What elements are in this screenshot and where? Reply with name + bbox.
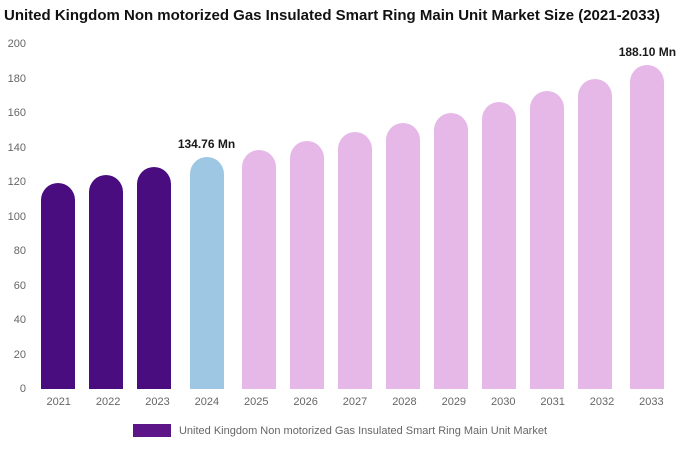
y-axis-tick: 20 <box>13 348 26 361</box>
bar-2022[interactable] <box>88 175 123 389</box>
bar-2025[interactable] <box>242 150 277 389</box>
x-axis-label-2028: 2028 <box>392 396 417 408</box>
x-axis-label-2024: 2024 <box>194 396 220 408</box>
bar-group-2023 <box>130 44 178 389</box>
bar-2024[interactable] <box>189 156 224 389</box>
bar-group-2021 <box>34 44 82 389</box>
bar-2023[interactable] <box>136 167 171 389</box>
bar-2030[interactable] <box>481 101 516 389</box>
bar-chart: 0 20 40 60 80 100 120 140 160 180 200 134.76 Mn 188… <box>0 38 680 410</box>
x-axis-label-2029: 2029 <box>441 396 467 408</box>
x-axis-label-2027: 2027 <box>342 396 368 408</box>
y-axis-tick: 100 <box>7 210 26 223</box>
x-axis: 2021 2022 2023 2024 2025 2026 2027 2028 2029 2030… <box>34 396 676 408</box>
bar-2028[interactable] <box>385 122 420 389</box>
x-axis-label-2021: 2021 <box>46 396 71 408</box>
bar-2033[interactable] <box>630 64 665 389</box>
x-axis-label-2022: 2022 <box>95 396 121 408</box>
bar-group-2022 <box>82 44 130 389</box>
bar-2021[interactable] <box>40 182 75 389</box>
bar-2032[interactable] <box>577 78 612 389</box>
bar-group-2028 <box>379 44 427 389</box>
bar-group-2027 <box>331 44 379 389</box>
x-axis-label-2030: 2030 <box>490 396 516 408</box>
bar-group-2025 <box>235 44 283 389</box>
bar-2026[interactable] <box>290 141 325 389</box>
chart-title: United Kingdom Non motorized Gas Insulat… <box>4 7 660 24</box>
bar-group-2026 <box>283 44 331 389</box>
bar-2027[interactable] <box>338 131 373 389</box>
y-axis-tick: 60 <box>13 279 26 292</box>
y-axis: 0 20 40 60 80 100 120 140 160 180 200 <box>0 38 30 395</box>
y-axis-tick: 200 <box>7 38 26 50</box>
bar-2029[interactable] <box>433 113 468 389</box>
bar-group-2030 <box>475 44 523 389</box>
x-axis-label-2033: 2033 <box>639 396 664 408</box>
y-axis-tick: 160 <box>7 107 26 119</box>
data-label-2033: 188.10 Mn <box>618 44 677 59</box>
data-label-2024: 134.76 Mn <box>177 136 236 151</box>
y-axis-tick: 40 <box>13 314 26 326</box>
bar-group-2031 <box>523 44 571 389</box>
x-axis-label-2032: 2032 <box>589 396 615 408</box>
y-axis-tick: 140 <box>7 141 26 154</box>
bar-group-2032 <box>571 44 619 389</box>
legend[interactable]: United Kingdom Non motorized Gas Insulat… <box>0 424 680 437</box>
bar-group-2033: 188.10 Mn <box>619 44 676 389</box>
legend-label: United Kingdom Non motorized Gas Insulat… <box>178 424 548 437</box>
x-axis-label-2025: 2025 <box>244 396 269 408</box>
y-axis-tick: 180 <box>7 72 26 85</box>
y-axis-tick: 0 <box>19 383 26 395</box>
y-axis-tick: 80 <box>13 245 26 257</box>
x-axis-label-2026: 2026 <box>293 396 318 408</box>
x-axis-label-2031: 2031 <box>540 396 565 408</box>
legend-swatch <box>132 424 171 437</box>
plot-area: 134.76 Mn 188.10 Mn <box>34 44 676 389</box>
bar-group-2029 <box>427 44 475 389</box>
x-axis-label-2023: 2023 <box>145 396 170 408</box>
bar-2031[interactable] <box>529 90 564 389</box>
bar-group-2024: 134.76 Mn <box>178 44 235 389</box>
y-axis-tick: 120 <box>7 176 26 188</box>
